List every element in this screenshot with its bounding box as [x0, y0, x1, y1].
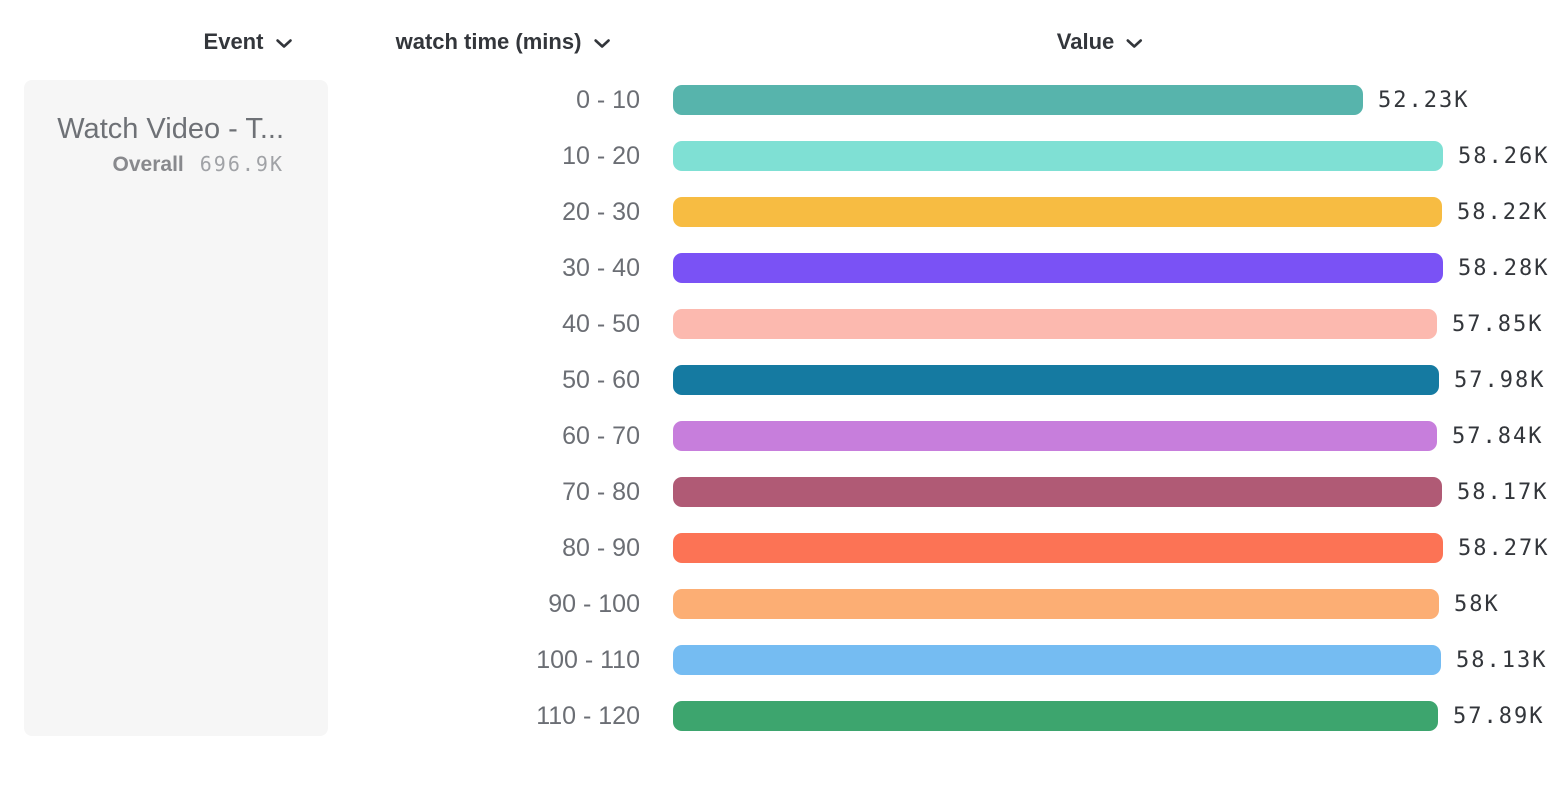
- chevron-down-icon: [1126, 38, 1143, 49]
- value-label: 57.85K: [1452, 311, 1544, 337]
- value-label: 58.28K: [1458, 255, 1550, 281]
- chevron-down-icon: [275, 38, 292, 49]
- category-label: 40 - 50: [562, 309, 640, 338]
- value-label: 58.26K: [1458, 143, 1550, 169]
- chart-row: 10 - 20 58.26K: [0, 128, 1568, 184]
- bar[interactable]: [673, 253, 1443, 283]
- category-label: 70 - 80: [562, 477, 640, 506]
- category-label: 0 - 10: [576, 85, 640, 114]
- category-label: 20 - 30: [562, 197, 640, 226]
- bar[interactable]: [673, 365, 1439, 395]
- bar[interactable]: [673, 197, 1442, 227]
- value-label: 58.13K: [1456, 647, 1548, 673]
- bar[interactable]: [673, 533, 1443, 563]
- value-label: 58K: [1454, 591, 1500, 617]
- chart-row: 50 - 60 57.98K: [0, 352, 1568, 408]
- bar[interactable]: [673, 589, 1439, 619]
- event-card[interactable]: Watch Video - T... Overall 696.9K: [24, 80, 328, 736]
- bar[interactable]: [673, 141, 1443, 171]
- value-column-dropdown[interactable]: Value: [1057, 24, 1143, 60]
- bar[interactable]: [673, 309, 1437, 339]
- value-label: 58.27K: [1458, 535, 1550, 561]
- chart-row: 100 - 110 58.13K: [0, 632, 1568, 688]
- category-label: 110 - 120: [536, 701, 640, 730]
- chart-row: 110 - 120 57.89K: [0, 688, 1568, 744]
- bar[interactable]: [673, 701, 1438, 731]
- bar-chart: 0 - 10 52.23K 10 - 20 58.26K 20 - 30 58.…: [0, 72, 1568, 744]
- value-label: 57.98K: [1454, 367, 1546, 393]
- bar[interactable]: [673, 85, 1363, 115]
- chart-row: 90 - 100 58K: [0, 576, 1568, 632]
- category-label: 50 - 60: [562, 365, 640, 394]
- value-label: 58.17K: [1457, 479, 1549, 505]
- event-column-label: Event: [203, 29, 264, 54]
- overall-value: 696.9K: [199, 152, 284, 176]
- category-label: 30 - 40: [562, 253, 640, 282]
- category-label: 60 - 70: [562, 421, 640, 450]
- category-label: 100 - 110: [536, 645, 640, 674]
- chart-row: 40 - 50 57.85K: [0, 296, 1568, 352]
- chart-row: 70 - 80 58.17K: [0, 464, 1568, 520]
- event-column-dropdown[interactable]: Event: [204, 24, 293, 60]
- value-column-label: Value: [1056, 29, 1115, 54]
- chart-row: 20 - 30 58.22K: [0, 184, 1568, 240]
- breakdown-column-dropdown[interactable]: watch time (mins): [396, 24, 611, 60]
- chart-row: 60 - 70 57.84K: [0, 408, 1568, 464]
- event-overall-row: Overall 696.9K: [44, 152, 284, 177]
- value-label: 52.23K: [1378, 87, 1470, 113]
- bar[interactable]: [673, 421, 1437, 451]
- event-title: Watch Video - T...: [57, 113, 284, 145]
- event-card-content: Watch Video - T... Overall 696.9K: [24, 80, 328, 177]
- bar[interactable]: [673, 477, 1442, 507]
- chevron-down-icon: [593, 38, 610, 49]
- chart-row: 0 - 10 52.23K: [0, 72, 1568, 128]
- breakdown-column-label: watch time (mins): [395, 29, 582, 54]
- overall-label: Overall: [112, 153, 184, 176]
- chart-row: 80 - 90 58.27K: [0, 520, 1568, 576]
- category-label: 90 - 100: [548, 589, 640, 618]
- value-label: 57.84K: [1452, 423, 1544, 449]
- category-label: 10 - 20: [562, 141, 640, 170]
- category-label: 80 - 90: [562, 533, 640, 562]
- bar[interactable]: [673, 645, 1441, 675]
- value-label: 57.89K: [1453, 703, 1545, 729]
- chart-row: 30 - 40 58.28K: [0, 240, 1568, 296]
- value-label: 58.22K: [1457, 199, 1549, 225]
